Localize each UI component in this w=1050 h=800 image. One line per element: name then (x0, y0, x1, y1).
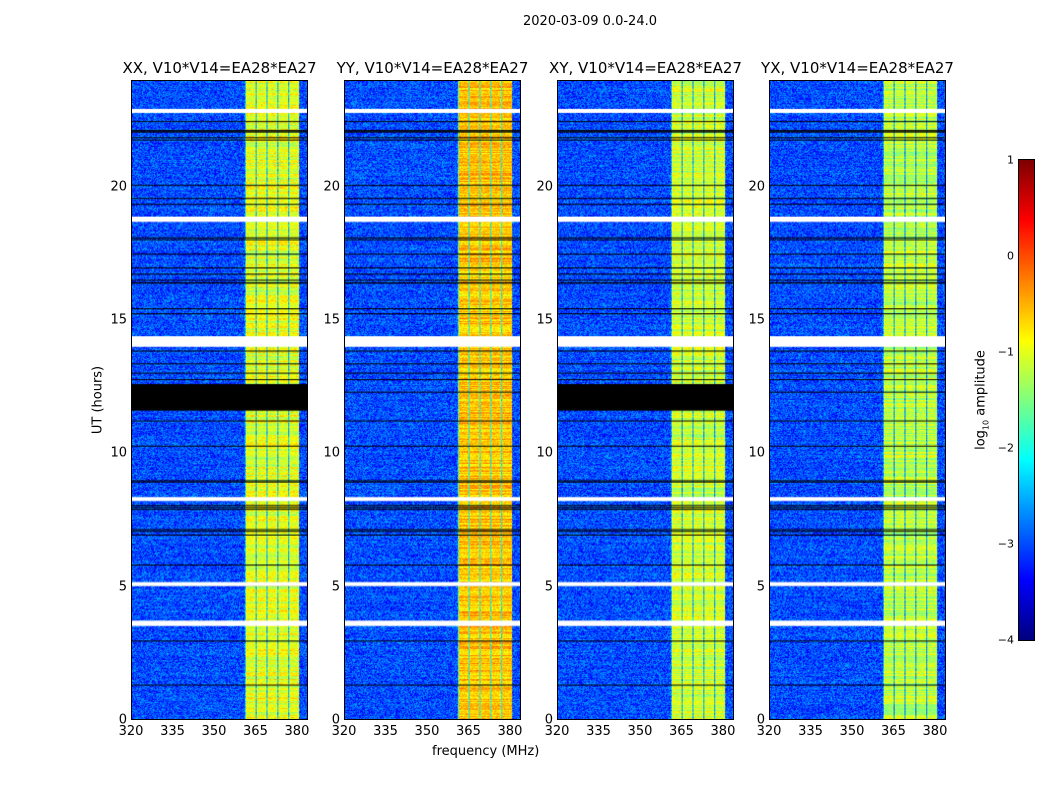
y-tick-label: 10 (323, 445, 340, 461)
y-tick-label: 5 (331, 579, 340, 595)
y-tick-label: 10 (536, 445, 553, 461)
x-tick-label: 320 (756, 724, 782, 739)
colorbar-tick-label: 0 (1007, 249, 1014, 263)
spectrogram-panel (557, 80, 734, 720)
x-tick-label: 335 (373, 724, 398, 739)
colorbar (1018, 159, 1035, 641)
y-axis-label: UT (hours) (90, 365, 106, 435)
y-tick-label: 5 (544, 579, 553, 595)
x-tick-label: 380 (497, 724, 523, 739)
colorbar-label: log10 amplitude (973, 350, 991, 450)
spectrogram-panel (131, 80, 308, 720)
y-tick-label: 20 (748, 179, 765, 195)
y-tick-label: 15 (748, 312, 765, 328)
x-axis-label: frequency (MHz) (432, 744, 540, 759)
x-tick-label: 365 (669, 724, 694, 739)
y-tick-label: 10 (110, 445, 127, 461)
x-tick-label: 380 (284, 724, 310, 739)
y-tick-label: 0 (544, 712, 553, 728)
x-tick-label: 335 (798, 724, 823, 739)
y-tick-label: 15 (110, 312, 127, 328)
colorbar-tick-label: −2 (997, 441, 1014, 455)
figure-title: 2020-03-09 0.0-24.0 (523, 14, 657, 29)
y-tick-label: 10 (748, 445, 765, 461)
panel-title: XX, V10*V14=EA28*EA27 (122, 59, 317, 77)
y-tick-label: 20 (323, 179, 340, 195)
x-tick-label: 320 (118, 724, 144, 739)
y-tick-label: 0 (118, 712, 127, 728)
colorbar-tick-label: −4 (997, 633, 1014, 647)
colorbar-tick-label: 1 (1007, 153, 1014, 167)
y-tick-label: 0 (331, 712, 340, 728)
y-tick-label: 5 (756, 579, 765, 595)
colorbar-tick-label: −3 (997, 537, 1014, 551)
x-tick-label: 365 (243, 724, 268, 739)
y-tick-label: 15 (536, 312, 553, 328)
x-tick-label: 320 (544, 724, 570, 739)
panel-title: XY, V10*V14=EA28*EA27 (549, 59, 742, 77)
x-tick-label: 350 (627, 724, 653, 739)
panel-title: YY, V10*V14=EA28*EA27 (336, 59, 529, 77)
x-tick-label: 380 (922, 724, 948, 739)
x-tick-label: 350 (839, 724, 865, 739)
panel-title: YX, V10*V14=EA28*EA27 (761, 59, 954, 77)
x-tick-label: 335 (160, 724, 185, 739)
x-tick-label: 350 (201, 724, 227, 739)
x-tick-label: 350 (414, 724, 440, 739)
x-tick-label: 335 (586, 724, 611, 739)
x-tick-label: 320 (331, 724, 357, 739)
y-tick-label: 5 (118, 579, 127, 595)
y-tick-label: 0 (756, 712, 765, 728)
colorbar-tick-label: −1 (997, 345, 1014, 359)
y-tick-label: 15 (323, 312, 340, 328)
x-tick-label: 365 (456, 724, 481, 739)
x-tick-label: 380 (710, 724, 736, 739)
spectrogram-panel (769, 80, 946, 720)
spectrogram-panel (344, 80, 521, 720)
y-tick-label: 20 (536, 179, 553, 195)
x-tick-label: 365 (881, 724, 906, 739)
y-tick-label: 20 (110, 179, 127, 195)
